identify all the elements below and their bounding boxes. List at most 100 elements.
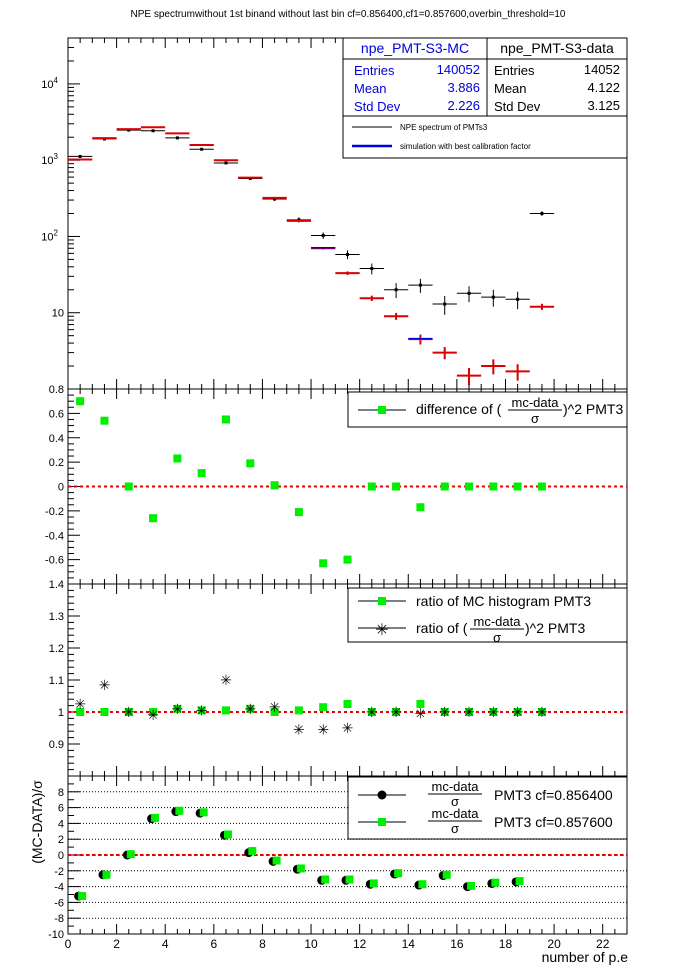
legend-marker-green	[378, 818, 386, 826]
data-point	[540, 212, 544, 215]
difference-marker	[246, 459, 255, 468]
ratio-mc-marker	[392, 708, 401, 716]
legend-text-post: )^2 PMT3	[525, 620, 585, 636]
difference-marker	[537, 482, 546, 491]
ratio-star-marker: ✳	[415, 706, 427, 722]
y-tick-label: -0.4	[45, 530, 64, 542]
legend-pulls: mc-data σ PMT3 cf=0.856400 mc-data σ PMT…	[347, 776, 628, 840]
legend-marker-star: ✳	[375, 622, 388, 639]
ratio-mc-marker	[465, 708, 474, 716]
pull-marker-green	[272, 856, 281, 865]
legend-frac-den: σ	[451, 794, 459, 809]
y-tick-label: 1.2	[49, 643, 64, 655]
legend-marker-green	[378, 597, 386, 605]
ratio-mc-marker	[440, 708, 449, 716]
x-tick-label: 4	[162, 937, 169, 951]
data-point	[418, 283, 422, 287]
y-tick-label: 1.4	[49, 579, 64, 591]
legend-frac-den: σ	[493, 630, 501, 645]
stats-mc-value: 140052	[437, 62, 480, 77]
ratio-mc-marker	[246, 704, 255, 713]
y-tick-label: 1.3	[49, 611, 64, 623]
ratio-star-marker: ✳	[293, 722, 305, 738]
stats-mc-name: npe_PMT-S3-MC	[361, 40, 469, 56]
ratio-star-marker: ✳	[147, 707, 159, 723]
y-tick-label: -2	[54, 866, 64, 878]
stats-data-value: 14052	[584, 62, 620, 77]
stats-box-mc: npe_PMT-S3-MC Entries 140052 Mean 3.886 …	[342, 37, 488, 117]
ratio-star-marker: ✳	[196, 702, 208, 718]
pull-marker-green	[418, 880, 427, 889]
ratio-star-marker: ✳	[512, 704, 524, 720]
legend-text-post: PMT3 cf=0.856400	[494, 787, 613, 803]
x-tick-label: 0	[65, 937, 72, 951]
data-point	[467, 291, 471, 295]
y-tick-exponent: 4	[54, 76, 59, 85]
ratio-star-marker: ✳	[220, 672, 232, 688]
difference-marker	[489, 482, 498, 491]
legend-spectrum: NPE spectrum of PMTs3 simulation with be…	[342, 115, 628, 159]
pull-marker-green	[467, 881, 476, 890]
ratio-mc-marker	[270, 708, 279, 716]
stats-data-value: 3.125	[587, 98, 620, 113]
ratio-mc-marker	[343, 700, 352, 708]
ratio-mc-marker	[367, 708, 376, 716]
ratio-mc-marker	[100, 708, 109, 716]
data-point	[491, 295, 495, 299]
data-point	[297, 218, 301, 222]
data-point	[346, 253, 349, 257]
ratio-mc-marker	[416, 700, 425, 708]
difference-marker	[149, 514, 158, 523]
data-point	[200, 147, 204, 151]
ratio-mc-marker	[221, 706, 230, 715]
data-point	[78, 154, 82, 158]
stats-mc-value: 2.226	[447, 98, 480, 113]
ratio-mc-marker	[76, 708, 85, 716]
legend-marker-green	[378, 406, 386, 414]
stats-mc-value: 3.886	[447, 80, 480, 95]
pull-marker-green	[491, 878, 500, 887]
pull-marker-green	[248, 847, 257, 856]
pull-marker-green	[321, 875, 330, 884]
y-tick-label: 6	[58, 803, 64, 815]
legend-frac-den: σ	[451, 821, 459, 836]
stats-mc-label: Mean	[354, 81, 387, 96]
pull-marker-green	[199, 808, 208, 817]
y-axis-label: (MC-DATA)/σ	[29, 780, 45, 864]
ratio-star-marker: ✳	[487, 704, 499, 720]
x-tick-label: 8	[259, 937, 266, 951]
legend-label: simulation with best calibration factor	[400, 142, 531, 151]
ratio-mc-marker	[513, 708, 522, 716]
difference-marker	[221, 415, 230, 424]
y-tick-label: 103	[41, 152, 58, 167]
legend-text-pre: difference of (	[416, 401, 502, 417]
difference-marker	[465, 482, 474, 491]
ratio-star-marker: ✳	[439, 704, 451, 720]
difference-marker	[294, 508, 303, 517]
data-point	[443, 302, 447, 306]
pull-marker-green	[296, 864, 305, 873]
stats-mc-label: Entries	[354, 63, 395, 78]
stats-data-name: npe_PMT-S3-data	[500, 40, 614, 56]
legend-difference: difference of ( mc-data σ )^2 PMT3	[347, 391, 628, 428]
x-tick-label: 16	[450, 937, 464, 951]
x-tick-label: 10	[304, 937, 318, 951]
pull-marker-green	[223, 830, 232, 839]
legend-text-pre: ratio of (	[416, 620, 468, 636]
pull-marker-green	[369, 879, 378, 888]
y-tick-label: 0.2	[49, 457, 64, 469]
data-point	[516, 297, 520, 301]
y-tick-label: -4	[54, 882, 64, 894]
stats-data-label: Mean	[494, 81, 527, 96]
data-point	[370, 267, 374, 271]
ratio-star-marker: ✳	[244, 701, 256, 717]
legend-marker-black	[377, 790, 387, 800]
stats-box-data: npe_PMT-S3-data Entries 14052 Mean 4.122…	[486, 37, 628, 117]
x-tick-label: 18	[499, 937, 513, 951]
x-axis-label: number of p.e	[542, 949, 629, 965]
difference-marker	[367, 482, 376, 491]
y-tick-label: -8	[54, 913, 64, 925]
ratio-star-marker: ✳	[536, 704, 548, 720]
pull-marker-green	[126, 850, 135, 859]
